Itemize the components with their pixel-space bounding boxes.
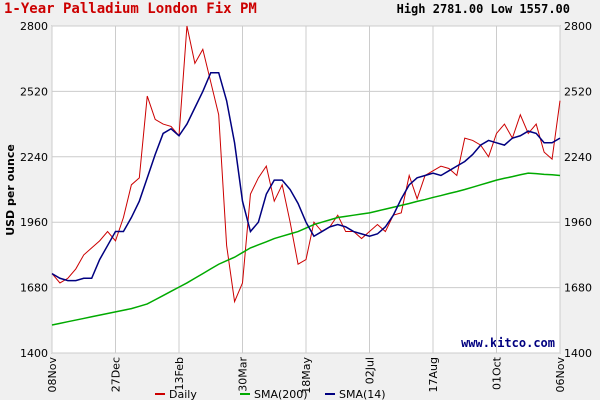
x-tick-label: 13Feb <box>173 357 186 390</box>
y-tick-label-right: 2800 <box>564 20 592 33</box>
chart-subtitle: High 2781.00 Low 1557.00 <box>397 2 570 16</box>
x-tick-label: 06Nov <box>554 357 567 393</box>
x-tick-label: 01Oct <box>491 356 504 390</box>
line-series <box>51 71 561 282</box>
y-tick-label-right: 2240 <box>564 151 592 164</box>
watermark: www.kitco.com <box>461 336 555 350</box>
x-tick-label: 02Jul <box>364 357 377 384</box>
y-tick-label-right: 1680 <box>564 282 592 295</box>
y-tick-label: 2520 <box>20 85 48 98</box>
y-tick-label: 2240 <box>20 151 48 164</box>
x-tick-label: 17Aug <box>427 357 440 392</box>
x-tick-label: 18May <box>300 357 313 394</box>
line-series <box>51 25 561 304</box>
chart-title: 1-Year Palladium London Fix PM <box>4 1 257 17</box>
x-tick-label: 30Mar <box>237 357 250 392</box>
y-tick-label: 1960 <box>20 216 48 229</box>
x-tick-label: 08Nov <box>46 357 59 393</box>
legend-label: SMA(14) <box>339 388 386 400</box>
x-tick-label: 27Dec <box>110 357 123 392</box>
line-series <box>51 172 561 326</box>
y-tick-label-right: 2520 <box>564 85 592 98</box>
y-tick-label: 1400 <box>20 347 48 360</box>
legend-label: SMA(200) <box>254 388 308 400</box>
y-tick-label: 1680 <box>20 282 48 295</box>
y-tick-label-right: 1960 <box>564 216 592 229</box>
y-tick-label: 2800 <box>20 20 48 33</box>
y-axis-label: USD per ounce <box>4 144 17 236</box>
legend-label: Daily <box>169 388 197 400</box>
y-tick-label-right: 1400 <box>564 347 592 360</box>
